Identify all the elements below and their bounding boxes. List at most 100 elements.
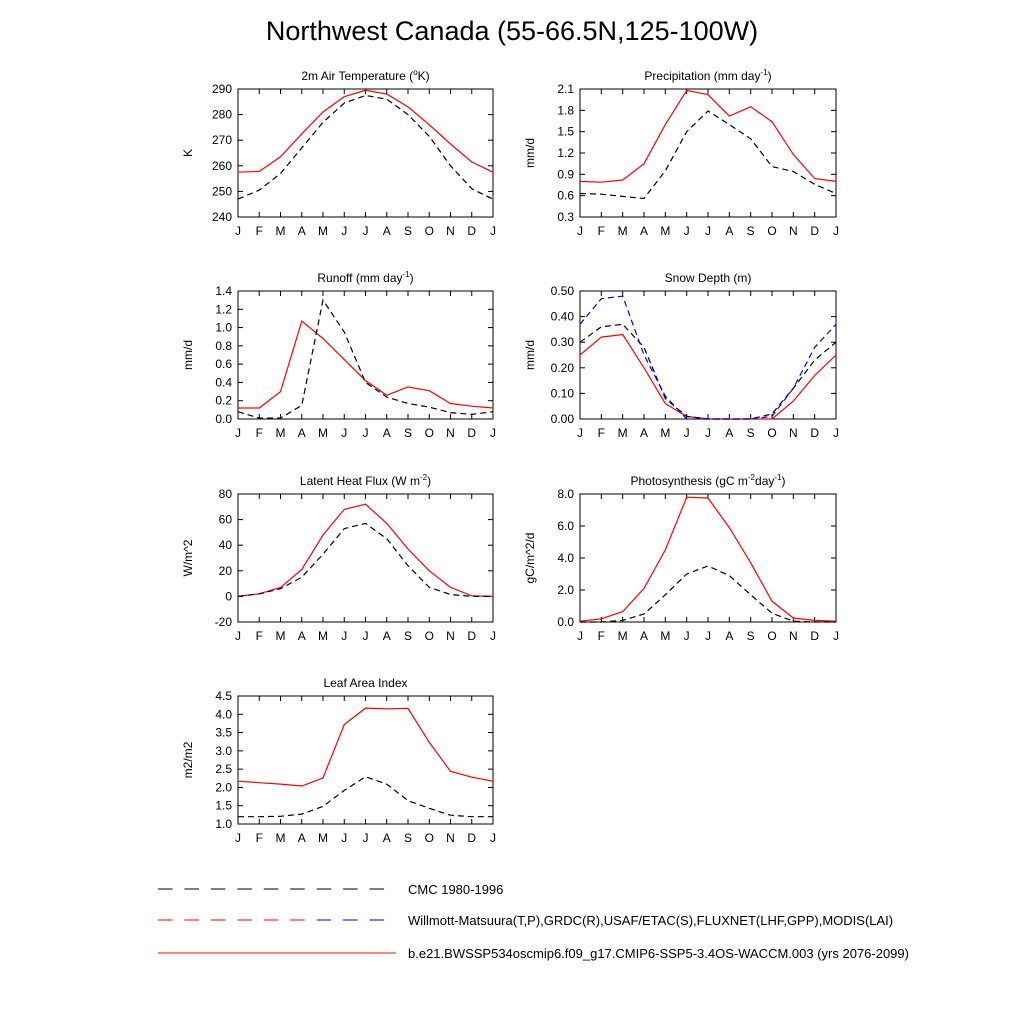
x-tick-label: M	[618, 629, 628, 643]
y-tick-label: 0.8	[215, 339, 232, 353]
x-tick-label: J	[833, 224, 839, 238]
x-tick-label: J	[490, 224, 496, 238]
y-axis-label: gC/m^2/d	[523, 533, 537, 584]
panel-title: Runoff (mm day-1)	[317, 270, 413, 285]
series-line-model	[579, 333, 837, 420]
plot-frame	[237, 88, 494, 218]
x-tick-label: J	[363, 224, 369, 238]
x-tick-label: M	[276, 629, 286, 643]
y-tick-label: 4.5	[215, 689, 232, 703]
y-tick-label: 1.2	[215, 302, 232, 316]
x-tick-label: J	[341, 831, 347, 845]
x-tick-label: A	[298, 426, 306, 440]
y-tick-label: 0.0	[557, 615, 574, 629]
x-tick-label: S	[404, 629, 412, 643]
legend-label: Willmott-Matsuura(T,P),GRDC(R),USAF/ETAC…	[408, 913, 893, 928]
x-tick-label: D	[810, 426, 819, 440]
series-line-obs	[237, 522, 493, 598]
y-tick-label: 3.0	[215, 744, 232, 758]
y-axis-label: mm/d	[523, 340, 537, 370]
y-tick-label: 0.20	[551, 361, 575, 375]
x-tick-label: S	[747, 426, 755, 440]
y-tick-label: 0.3	[557, 210, 574, 224]
x-tick-label: F	[256, 831, 263, 845]
y-tick-label: 0.6	[215, 357, 232, 371]
panel-title: Precipitation (mm day-1)	[644, 68, 771, 83]
x-tick-label: M	[318, 426, 328, 440]
x-tick-label: D	[467, 426, 476, 440]
x-tick-label: J	[684, 426, 690, 440]
x-tick-label: M	[318, 831, 328, 845]
y-tick-label: 240	[212, 210, 232, 224]
y-axis-label: mm/d	[523, 138, 537, 168]
x-tick-label: J	[490, 831, 496, 845]
y-tick-label: 250	[212, 184, 232, 198]
x-tick-label: S	[404, 224, 412, 238]
x-tick-label: M	[660, 224, 670, 238]
y-tick-label: 2.0	[557, 583, 574, 597]
x-tick-label: M	[618, 224, 628, 238]
x-tick-label: N	[446, 629, 455, 643]
x-tick-label: J	[684, 629, 690, 643]
plot-frame	[237, 290, 494, 420]
y-tick-label: 0.50	[551, 284, 575, 298]
x-tick-label: J	[235, 224, 241, 238]
x-tick-label: M	[660, 426, 670, 440]
x-tick-label: A	[725, 629, 733, 643]
y-tick-label: 60	[219, 513, 233, 527]
y-tick-label: 3.5	[215, 726, 232, 740]
y-tick-label: 2.0	[215, 780, 232, 794]
x-tick-label: A	[298, 831, 306, 845]
x-tick-label: O	[767, 224, 776, 238]
y-tick-label: 6.0	[557, 519, 574, 533]
x-tick-label: F	[256, 426, 263, 440]
series-line-obs	[580, 565, 836, 623]
x-tick-label: A	[383, 831, 391, 845]
x-tick-label: M	[276, 224, 286, 238]
x-tick-label: D	[467, 629, 476, 643]
legend-entry: b.e21.BWSSP534oscmip6.f09_g17.CMIP6-SSP5…	[158, 946, 909, 961]
y-axis-label: m2/m2	[181, 741, 195, 778]
y-tick-label: 0.00	[551, 412, 575, 426]
x-tick-label: A	[640, 224, 648, 238]
x-tick-label: J	[341, 426, 347, 440]
chart-panel-7: J F M A M J J A S O N D J1.01.52.02.53.03.54.04.5m2/…	[181, 676, 496, 845]
x-tick-label: N	[446, 831, 455, 845]
y-tick-label: 290	[212, 82, 232, 96]
x-tick-label: N	[789, 224, 798, 238]
series-line-obs	[237, 298, 494, 419]
y-tick-label: 0.0	[215, 412, 232, 426]
y-tick-label: 8.0	[557, 487, 574, 501]
y-tick-label: 0.30	[551, 335, 575, 349]
panel-title: Latent Heat Flux (W m-2)	[300, 473, 431, 488]
x-tick-label: F	[256, 629, 263, 643]
legend-label: CMC 1980-1996	[408, 882, 503, 897]
y-tick-label: 0.9	[557, 167, 574, 181]
x-tick-label: J	[341, 629, 347, 643]
x-tick-label: S	[404, 426, 412, 440]
x-tick-label: F	[256, 224, 263, 238]
y-tick-label: 40	[219, 538, 233, 552]
x-tick-label: A	[383, 629, 391, 643]
y-tick-label: 4.0	[215, 707, 232, 721]
x-tick-label: A	[298, 629, 306, 643]
x-tick-label: J	[577, 224, 583, 238]
y-tick-label: 0.4	[215, 375, 232, 389]
y-tick-label: 20	[219, 564, 233, 578]
series-line-obs	[237, 94, 494, 200]
x-tick-label: O	[425, 831, 434, 845]
y-tick-label: 1.5	[557, 125, 574, 139]
series-line-model	[238, 320, 494, 409]
x-tick-label: J	[490, 629, 496, 643]
x-tick-label: J	[363, 426, 369, 440]
x-tick-label: J	[577, 426, 583, 440]
series-line-obs	[579, 110, 837, 200]
x-tick-label: J	[577, 629, 583, 643]
panel-title: Snow Depth (m)	[665, 271, 752, 285]
chart-panel-2: J F M A M J J A S O N D J0.30.60.91.21.51.82.1mm/dPr…	[523, 68, 839, 238]
panel-title: Leaf Area Index	[323, 676, 407, 690]
x-tick-label: J	[341, 224, 347, 238]
